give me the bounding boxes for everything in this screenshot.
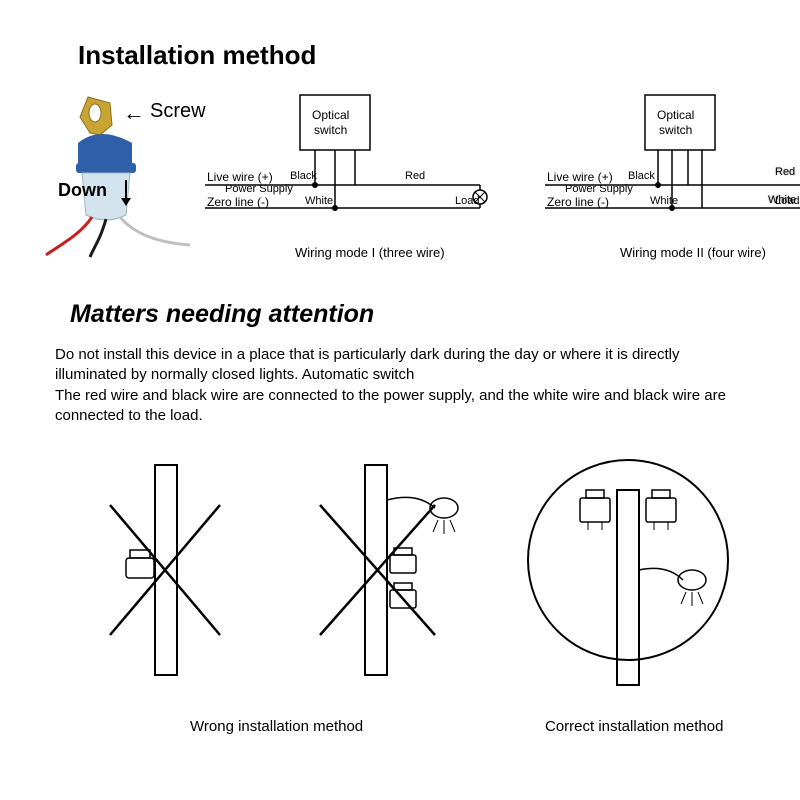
wiring2-box-line1: Optical: [657, 108, 694, 122]
wiring1-box-line2: switch: [314, 123, 347, 137]
wiring2-live: Live wire (+): [547, 170, 613, 184]
wiring1-load: Load: [455, 195, 479, 207]
wiring1-red: Red: [405, 170, 425, 182]
down-label: Down: [58, 180, 107, 201]
correct-install: [510, 450, 750, 700]
wiring1-live: Live wire (+): [207, 170, 273, 184]
page-title: Installation method: [78, 40, 316, 71]
attention-text: Do not install this device in a place th…: [55, 345, 750, 426]
wrong-install-1: [80, 460, 250, 690]
wiring2-red: Red: [775, 166, 795, 178]
correct-caption: Correct installation method: [545, 718, 723, 735]
section2-title: Matters needing attention: [70, 300, 374, 329]
down-arrow: [116, 178, 136, 208]
wiring2-box-line2: switch: [659, 123, 692, 137]
screw-label: Screw: [150, 100, 206, 123]
wiring2-power: Power Supply: [565, 183, 633, 195]
wrong-install-2: [290, 460, 460, 690]
wiring1-box-line1: Optical: [312, 108, 349, 122]
wiring1-black: Black: [290, 170, 317, 182]
screw-arrow: ←: [123, 100, 145, 126]
wiring2-load: Load: [775, 195, 799, 207]
wiring1-caption: Wiring mode I (three wire): [295, 245, 445, 260]
wiring2-zero: Zero line (-): [547, 195, 609, 209]
wiring2-black: Black: [628, 170, 655, 182]
wiring1-white: White: [305, 195, 333, 207]
wrong-caption: Wrong installation method: [190, 718, 363, 735]
wiring2-white: White: [650, 195, 678, 207]
wiring1-zero: Zero line (-): [207, 195, 269, 209]
wiring1-power: Power Supply: [225, 183, 293, 195]
wiring2-caption: Wiring mode II (four wire): [620, 245, 766, 260]
